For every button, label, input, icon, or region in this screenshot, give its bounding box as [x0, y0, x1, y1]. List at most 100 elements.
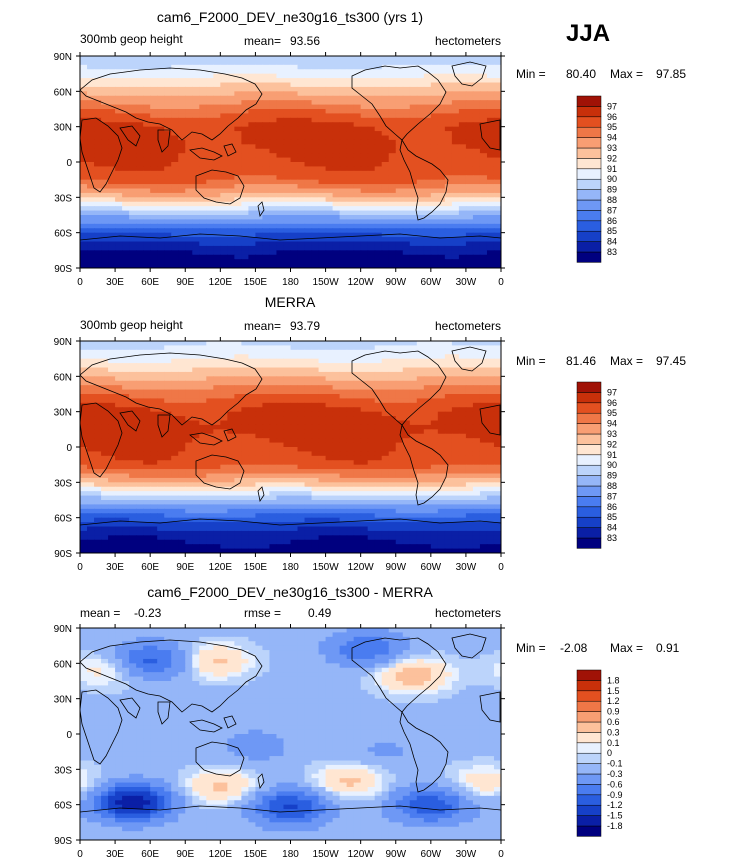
- contour-cell: [150, 345, 158, 351]
- contour-cell: [416, 477, 425, 483]
- contour-cell: [241, 433, 249, 439]
- contour-cell: [101, 197, 109, 203]
- contour-cell: [94, 407, 102, 413]
- contour-cell: [346, 464, 355, 470]
- contour-cell: [171, 250, 179, 256]
- contour-cell: [360, 117, 369, 123]
- contour-cell: [367, 126, 376, 132]
- contour-cell: [199, 206, 207, 212]
- contour-cell: [94, 460, 102, 466]
- contour-cell: [213, 402, 221, 408]
- contour-cell: [220, 78, 228, 84]
- contour-cell: [185, 131, 193, 137]
- contour-cell: [108, 60, 116, 66]
- contour-cell: [472, 407, 481, 413]
- contour-cell: [472, 86, 481, 92]
- contour-cell: [241, 117, 249, 123]
- contour-cell: [332, 166, 341, 172]
- contour-cell: [297, 122, 306, 128]
- contour-cell: [171, 424, 179, 430]
- map-plot: [79, 340, 502, 554]
- contour-cell: [339, 148, 348, 154]
- contour-cell: [486, 126, 495, 132]
- contour-cell: [283, 424, 292, 430]
- contour-cell: [374, 407, 383, 413]
- contour-cell: [430, 219, 439, 225]
- contour-cell: [402, 398, 411, 404]
- contour-cell: [311, 206, 320, 212]
- contour-cell: [220, 153, 228, 159]
- contour-cell: [80, 73, 88, 79]
- contour-cell: [101, 113, 109, 119]
- contour-cell: [283, 402, 292, 408]
- contour-cell: [94, 394, 102, 400]
- contour-cell: [122, 91, 130, 97]
- contour-cell: [297, 482, 306, 488]
- contour-cell: [332, 82, 341, 88]
- contour-cell: [157, 117, 165, 123]
- contour-cell: [185, 144, 193, 150]
- contour-cell: [283, 166, 292, 172]
- contour-cell: [213, 82, 221, 88]
- contour-cell: [150, 122, 158, 128]
- contour-cell: [178, 60, 186, 66]
- contour-cell: [87, 201, 95, 207]
- contour-cell: [451, 100, 460, 106]
- panel-field-label: 300mb geop height: [80, 318, 183, 332]
- contour-cell: [262, 86, 271, 92]
- colorbar-swatch: [576, 189, 602, 201]
- contour-cell: [178, 433, 186, 439]
- contour-cell: [262, 184, 271, 190]
- contour-cell: [444, 175, 453, 181]
- contour-cell: [374, 188, 383, 194]
- contour-cell: [437, 349, 446, 355]
- contour-cell: [227, 206, 235, 212]
- contour-cell: [255, 78, 264, 84]
- contour-cell: [178, 477, 186, 483]
- contour-cell: [241, 82, 249, 88]
- contour-cell: [402, 433, 411, 439]
- contour-cell: [234, 367, 242, 373]
- contour-cell: [325, 451, 334, 457]
- contour-cell: [479, 263, 488, 268]
- contour-cell: [276, 420, 285, 426]
- contour-cell: [395, 438, 404, 444]
- contour-cell: [164, 259, 172, 265]
- contour-cell: [374, 104, 383, 110]
- contour-cell: [318, 122, 327, 128]
- contour-cell: [388, 109, 397, 115]
- contour-cell: [283, 228, 292, 234]
- contour-cell: [486, 117, 495, 123]
- contour-cell: [465, 473, 474, 479]
- contour-cell: [360, 188, 369, 194]
- contour-cell: [150, 451, 158, 457]
- contour-cell: [430, 104, 439, 110]
- contour-cell: [199, 486, 207, 492]
- contour-cell: [493, 201, 501, 207]
- contour-cell: [458, 363, 467, 369]
- contour-cell: [486, 215, 495, 221]
- contour-cell: [451, 210, 460, 216]
- contour-cell: [465, 389, 474, 395]
- contour-cell: [395, 60, 404, 66]
- contour-cell: [423, 363, 432, 369]
- contour-cell: [108, 416, 116, 422]
- contour-cell: [318, 78, 327, 84]
- contour-cell: [269, 464, 278, 470]
- contour-cell: [129, 206, 137, 212]
- contour-cell: [108, 429, 116, 435]
- contour-cell: [346, 175, 355, 181]
- contour-cell: [395, 389, 404, 395]
- contour-cell: [458, 367, 467, 373]
- contour-cell: [374, 402, 383, 408]
- contour-cell: [451, 60, 460, 66]
- contour-cell: [115, 73, 123, 79]
- contour-cell: [388, 201, 397, 207]
- contour-cell: [311, 56, 320, 62]
- contour-cell: [108, 385, 116, 391]
- contour-cell: [409, 162, 418, 168]
- contour-cell: [444, 420, 453, 426]
- contour-cell: [276, 69, 285, 75]
- contour-cell: [143, 376, 151, 382]
- contour-cell: [276, 86, 285, 92]
